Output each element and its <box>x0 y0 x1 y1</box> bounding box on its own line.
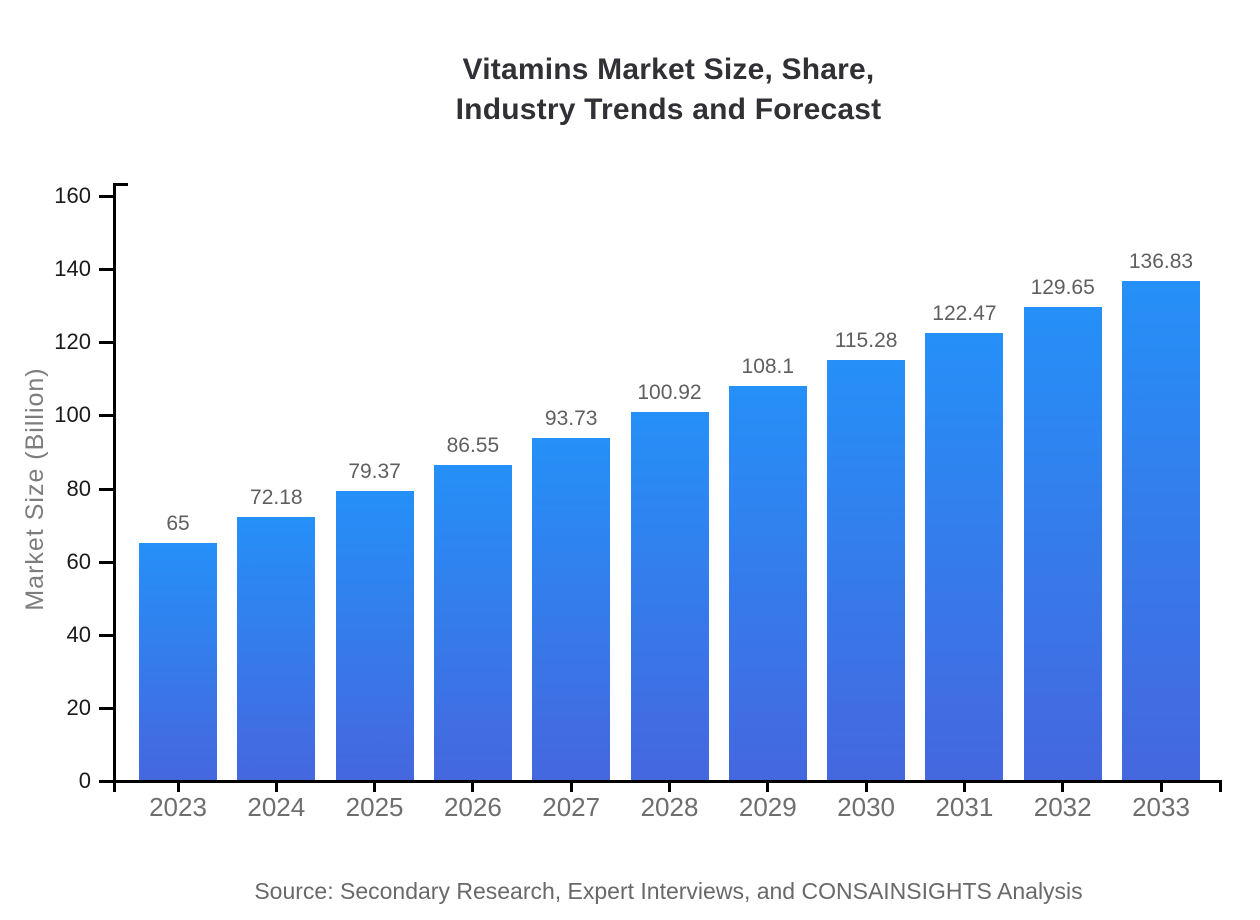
chart-title: Vitamins Market Size, Share, Industry Tr… <box>115 50 1222 130</box>
bar-value-label: 108.1 <box>741 354 795 378</box>
source-note: Source: Secondary Research, Expert Inter… <box>254 878 1083 904</box>
bar-value-label: 115.28 <box>834 328 898 352</box>
x-tick-label: 2031 <box>935 792 994 822</box>
x-tick-label: 2029 <box>738 792 797 822</box>
y-tick <box>99 195 113 198</box>
x-tick-label: 2028 <box>640 792 699 822</box>
x-tick <box>274 783 278 792</box>
x-tick-label: 2023 <box>149 792 207 822</box>
bar <box>728 385 807 780</box>
x-tick-label: 2027 <box>542 792 601 822</box>
bar <box>139 543 217 780</box>
bar-value-label: 86.55 <box>446 433 500 457</box>
bar-value-label: 129.65 <box>1030 275 1095 299</box>
x-tick <box>668 783 671 792</box>
x-tick-label: 2026 <box>443 792 502 822</box>
bar <box>1122 280 1200 780</box>
y-axis-top-cap <box>116 183 128 186</box>
x-tick-label: 2033 <box>1132 792 1190 822</box>
bar-value-label: 100.92 <box>637 381 702 404</box>
y-tick <box>99 780 113 783</box>
y-tick-label: 0 <box>78 768 91 793</box>
bar <box>1023 306 1102 780</box>
x-tick-label: 2030 <box>837 792 896 822</box>
x-tick <box>569 783 573 792</box>
bar <box>925 333 1004 780</box>
x-tick <box>864 783 868 792</box>
y-tick <box>99 268 113 272</box>
x-axis-left-cap <box>113 783 116 792</box>
x-tick <box>766 783 770 792</box>
bar <box>630 412 709 780</box>
x-axis-line <box>113 780 1222 783</box>
x-tick <box>471 783 475 792</box>
x-tick <box>962 783 966 792</box>
x-tick <box>1061 783 1065 792</box>
y-tick <box>99 706 113 710</box>
x-tick-label: 2024 <box>247 792 306 822</box>
bar-value-label: 79.37 <box>348 459 401 483</box>
chart-title-line2: Industry Trends and Forecast <box>455 93 882 126</box>
y-tick-label: 160 <box>54 183 91 208</box>
bar <box>532 438 611 780</box>
y-axis-line <box>113 183 116 784</box>
y-tick <box>99 487 113 491</box>
y-tick-label: 140 <box>54 256 91 282</box>
bar-value-label: 65 <box>166 512 190 536</box>
x-tick-label: 2032 <box>1033 792 1092 822</box>
y-tick <box>99 414 113 418</box>
x-tick <box>176 783 180 792</box>
x-tick-label: 2025 <box>345 792 404 822</box>
y-tick-label: 20 <box>66 694 91 720</box>
y-tick-label: 60 <box>66 548 91 574</box>
chart-title-line1: Vitamins Market Size, Share, <box>462 53 875 86</box>
x-tick <box>1159 783 1163 792</box>
x-tick <box>373 783 377 792</box>
bar-value-label: 72.18 <box>250 486 303 510</box>
y-tick-label: 40 <box>66 621 91 647</box>
bar <box>237 517 316 780</box>
bar-value-label: 136.83 <box>1128 249 1194 273</box>
bar-value-label: 93.73 <box>544 407 598 431</box>
bar <box>335 490 414 780</box>
bar <box>433 464 512 780</box>
y-tick-label: 80 <box>66 475 91 501</box>
x-axis-right-cap <box>1219 783 1222 792</box>
bar <box>827 359 906 780</box>
y-tick <box>99 633 113 637</box>
y-tick-label: 100 <box>54 402 91 428</box>
y-tick <box>99 560 113 564</box>
y-tick <box>99 341 113 345</box>
bar-value-label: 122.47 <box>932 302 997 326</box>
y-tick-label: 120 <box>54 329 91 355</box>
